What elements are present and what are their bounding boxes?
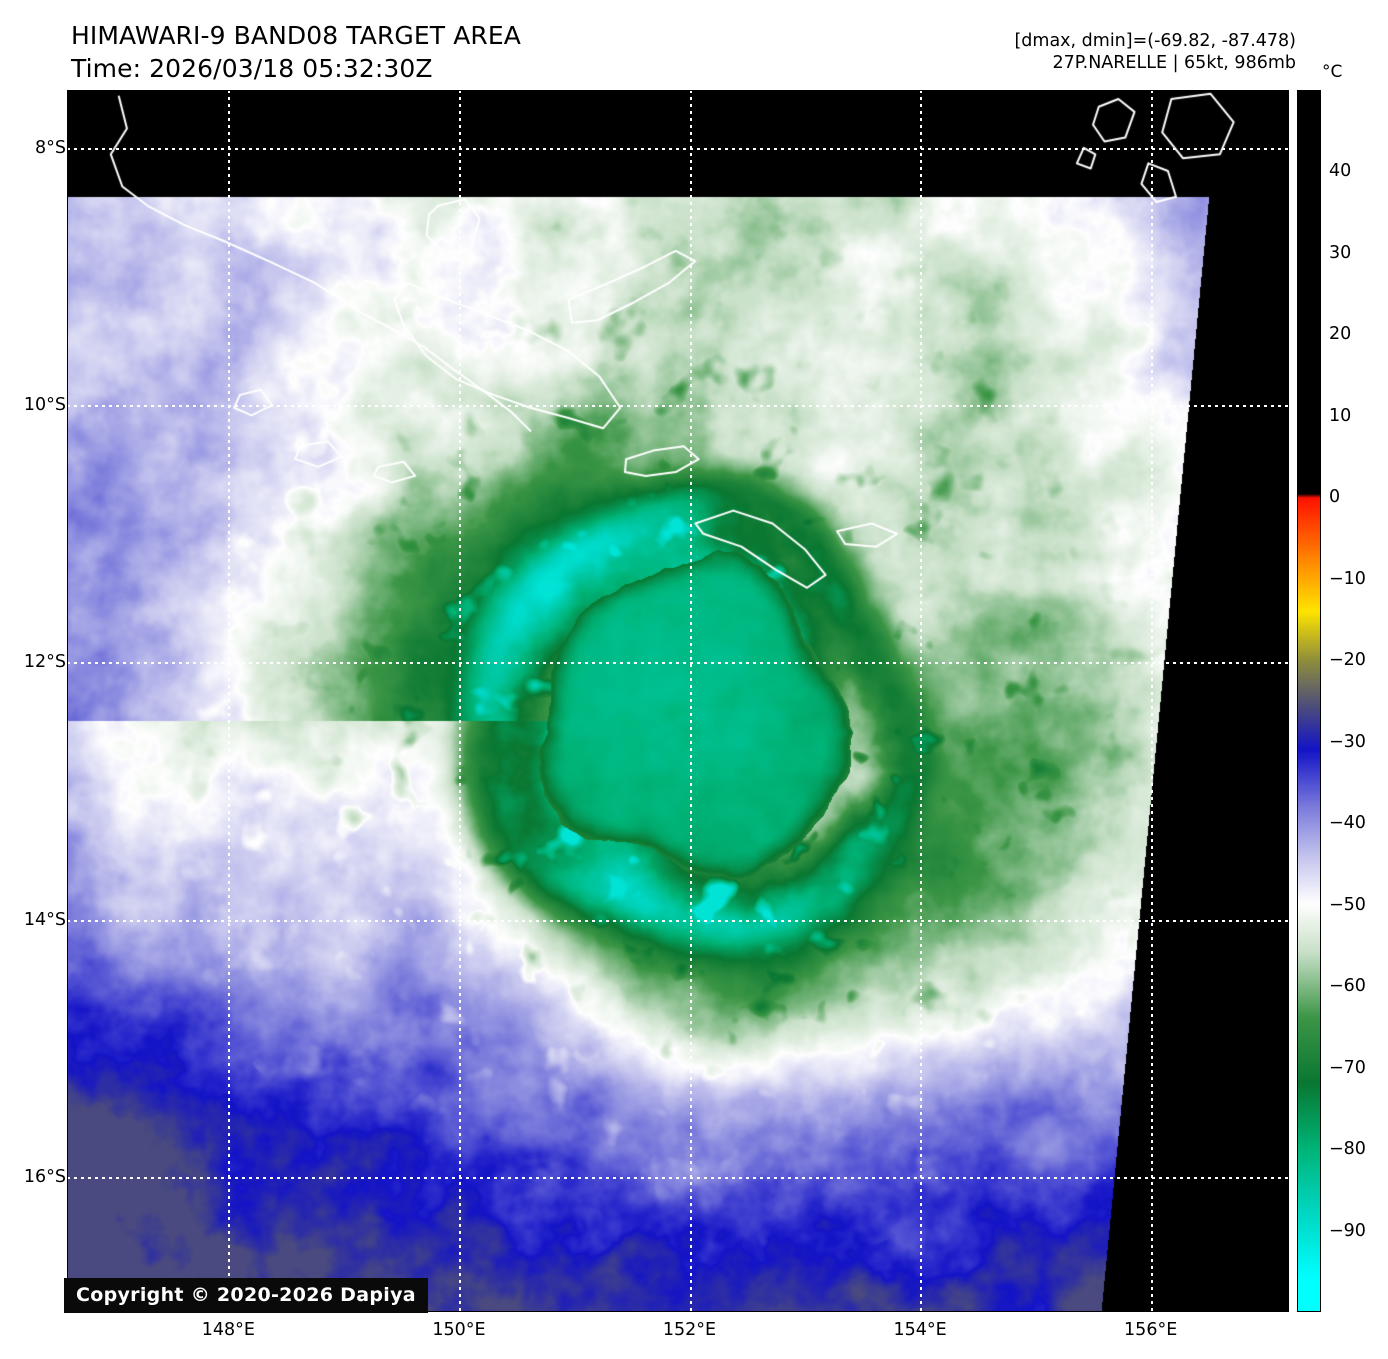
longitude-tick: 156°E [1124,1320,1178,1340]
longitude-tick: 150°E [432,1320,486,1340]
latitude-tick: 16°S [23,1166,66,1187]
colorbar-tick: −30 [1329,731,1366,752]
metadata-block: [dmax, dmin]=(-69.82, -87.478) 27P.NAREL… [1014,30,1296,75]
colorbar-tick: −40 [1329,813,1366,834]
latitude-tick: 14°S [23,909,66,930]
colorbar-tick: 0 [1329,487,1341,508]
latitude-tick: 8°S [35,137,66,158]
colorbar-unit-label: °C [1322,62,1343,82]
colorbar-tick: −60 [1329,976,1366,997]
satellite-image-plot [67,90,1289,1312]
latitude-tick: 12°S [23,652,66,673]
colorbar-tick: 10 [1329,405,1352,426]
title-block: HIMAWARI-9 BAND08 TARGET AREA Time: 2026… [71,20,521,85]
storm-label: 27P.NARELLE | 65kt, 986mb [1052,53,1296,74]
colorbar-tick: −10 [1329,568,1366,589]
colorbar-tick: 20 [1329,324,1352,345]
temperature-colorbar [1297,90,1321,1312]
colorbar-tick: −90 [1329,1220,1366,1241]
colorbar-tick: 30 [1329,242,1352,263]
copyright-watermark: Copyright © 2020-2026 Dapiya [64,1278,428,1313]
colorbar-tick: 40 [1329,161,1352,182]
timestamp: Time: 2026/03/18 05:32:30Z [71,53,433,83]
colorbar-tick: −50 [1329,894,1366,915]
latitude-tick: 10°S [23,395,66,416]
longitude-tick: 152°E [662,1320,717,1340]
longitude-tick: 148°E [201,1320,255,1340]
colorbar-tick: −70 [1329,1057,1366,1078]
longitude-tick: 154°E [893,1320,947,1340]
dminmax-label: [dmax, dmin]=(-69.82, -87.478) [1014,31,1296,51]
colorbar-tick: −80 [1329,1139,1366,1160]
page-title: HIMAWARI-9 BAND08 TARGET AREA [71,21,521,50]
colorbar-tick: −20 [1329,650,1366,671]
infrared-imagery-canvas [67,90,1289,1312]
